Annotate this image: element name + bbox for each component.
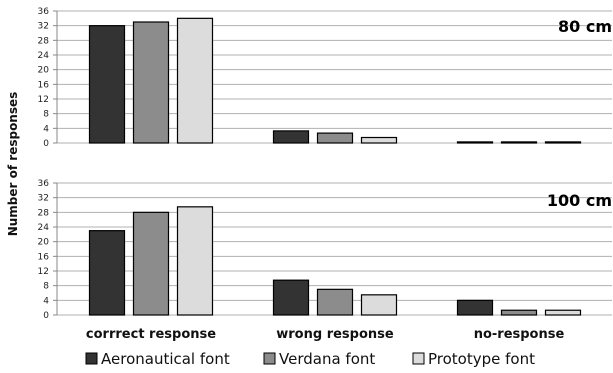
bar	[360, 294, 398, 316]
bar	[544, 141, 582, 144]
bar	[456, 141, 494, 144]
bar	[176, 206, 214, 316]
bar	[88, 25, 126, 144]
y-tick-label: 0	[43, 311, 49, 321]
bar	[272, 279, 310, 316]
x-category-label: wrong response	[276, 327, 394, 342]
panel-title: 100 cm	[547, 191, 612, 210]
y-tick-label: 32	[38, 194, 49, 204]
y-tick-label: 0	[43, 139, 49, 149]
y-tick-label: 36	[38, 7, 50, 17]
bar	[360, 136, 398, 144]
y-tick-label: 4	[43, 124, 49, 134]
x-category-label: corrrect response	[86, 327, 216, 342]
category-labels: corrrect response wrong response no-respon…	[86, 327, 565, 342]
bar	[500, 309, 538, 316]
y-tick-label: 12	[38, 95, 49, 105]
bar	[316, 288, 354, 316]
y-tick-label: 24	[38, 223, 50, 233]
bar	[456, 299, 494, 316]
legend-swatch	[412, 352, 425, 365]
bar	[316, 132, 354, 144]
y-tick-label: 16	[38, 252, 50, 262]
panel-100cm: 0 4 8 12 16 20 24 28 32 36 100 cm	[38, 179, 612, 321]
legend-label: Verdana font	[279, 350, 375, 368]
legend: Aeronautical font Verdana font Prototype f…	[85, 350, 535, 368]
bar	[500, 141, 538, 144]
bar	[132, 211, 170, 316]
y-axis-label: Number of responses	[6, 92, 20, 237]
y-tick-label: 16	[38, 80, 50, 90]
bar	[132, 21, 170, 144]
bar	[176, 17, 214, 144]
y-tick-label: 8	[43, 110, 49, 120]
legend-swatch	[85, 352, 98, 365]
y-tick-label: 12	[38, 267, 49, 277]
y-tick-label: 36	[38, 179, 50, 189]
y-tick-label: 28	[38, 36, 50, 46]
bar	[544, 309, 582, 316]
y-tick-label: 20	[38, 66, 50, 76]
panel-title: 80 cm	[558, 17, 612, 36]
y-tick-label: 20	[38, 238, 50, 248]
y-tick-label: 24	[38, 51, 50, 61]
y-tick-label: 4	[43, 296, 49, 306]
bar	[272, 130, 310, 144]
panel-80cm: 0 4 8 12 16 20 24 28 32 36 80 cm	[38, 7, 612, 149]
legend-label: Prototype font	[428, 350, 535, 368]
bar	[88, 230, 126, 316]
y-tick-label: 8	[43, 282, 49, 292]
legend-label: Aeronautical font	[101, 350, 230, 368]
x-category-label: no-response	[474, 327, 565, 342]
y-tick-label: 28	[38, 208, 50, 218]
legend-swatch	[263, 352, 276, 365]
y-tick-label: 32	[38, 22, 49, 32]
